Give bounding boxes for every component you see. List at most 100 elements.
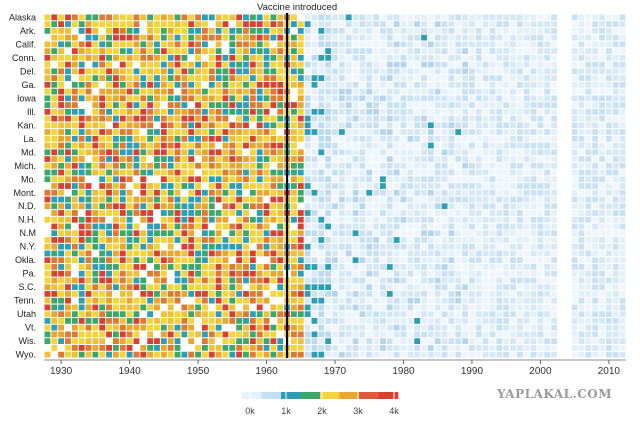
heatmap-cell — [578, 291, 585, 297]
heatmap-cell — [51, 122, 58, 129]
heatmap-cell — [544, 48, 551, 54]
heatmap-cell — [44, 129, 51, 135]
heatmap-cell — [270, 142, 277, 149]
heatmap-cell — [345, 176, 352, 183]
heatmap-cell — [195, 41, 201, 48]
heatmap-cell — [434, 210, 441, 216]
heatmap-cell — [154, 189, 160, 196]
heatmap-cell — [99, 169, 106, 176]
heatmap-cell — [530, 243, 537, 250]
heatmap-cell — [585, 210, 592, 216]
heatmap-cell — [496, 284, 503, 291]
heatmap-cell — [133, 311, 140, 318]
heatmap-cell — [332, 277, 338, 284]
heatmap-cell — [366, 230, 373, 237]
heatmap-cell — [530, 129, 537, 135]
heatmap-cell — [475, 54, 482, 61]
heatmap-cell — [530, 277, 537, 284]
heatmap-cell — [475, 237, 482, 243]
heatmap-cell — [571, 297, 578, 304]
heatmap-cell — [537, 41, 544, 48]
heatmap-cell — [71, 324, 78, 331]
heatmap-cell — [304, 304, 311, 311]
heatmap-cell — [222, 95, 229, 102]
heatmap-cell — [229, 297, 236, 304]
heatmap-cell — [44, 102, 51, 108]
heatmap-cell — [427, 34, 434, 41]
heatmap-cell — [414, 162, 421, 169]
heatmap-cell — [578, 149, 585, 156]
heatmap-cell — [482, 304, 489, 311]
heatmap-cell — [71, 102, 78, 108]
heatmap-cell — [92, 311, 99, 318]
heatmap-cell — [523, 169, 530, 176]
heatmap-cell — [99, 264, 106, 270]
heatmap-cell — [140, 203, 147, 210]
heatmap-cell — [215, 54, 222, 61]
heatmap-cell — [489, 61, 496, 68]
heatmap-cell — [380, 257, 386, 264]
heatmap-cell — [140, 41, 147, 48]
heatmap-cell — [366, 122, 373, 129]
heatmap-cell — [599, 223, 605, 230]
heatmap-cell — [537, 21, 544, 27]
heatmap-cell — [44, 68, 51, 75]
heatmap-cell — [126, 115, 133, 122]
heatmap-cell — [112, 41, 119, 48]
heatmap-cell — [188, 189, 195, 196]
heatmap-cell — [119, 196, 126, 203]
heatmap-cell — [612, 14, 619, 21]
heatmap-cell — [386, 223, 393, 230]
heatmap-cell — [366, 183, 373, 189]
heatmap-cell — [44, 115, 51, 122]
heatmap-cell — [263, 324, 270, 331]
heatmap-cell — [85, 230, 92, 237]
heatmap-cell — [571, 149, 578, 156]
heatmap-cell — [106, 230, 112, 237]
heatmap-cell — [174, 21, 181, 27]
state-label: Okla. — [15, 255, 36, 265]
heatmap-cell — [174, 156, 181, 162]
heatmap-cell — [318, 183, 325, 189]
heatmap-cell — [201, 156, 208, 162]
heatmap-cell — [99, 196, 106, 203]
heatmap-cell — [256, 237, 263, 243]
heatmap-cell — [585, 108, 592, 115]
heatmap-cell — [462, 216, 469, 223]
heatmap-cell — [359, 41, 366, 48]
heatmap-cell — [400, 135, 407, 142]
heatmap-cell — [475, 149, 482, 156]
heatmap-cell — [482, 115, 489, 122]
heatmap-cell — [85, 311, 92, 318]
heatmap-cell — [263, 75, 270, 81]
heatmap-cell — [338, 311, 345, 318]
heatmap-cell — [448, 230, 455, 237]
heatmap-cell — [407, 54, 414, 61]
heatmap-cell — [256, 324, 263, 331]
heatmap-cell — [71, 75, 78, 81]
heatmap-cell — [167, 216, 174, 223]
heatmap-cell — [65, 264, 71, 270]
heatmap-cell — [188, 304, 195, 311]
heatmap-cell — [414, 264, 421, 270]
heatmap-cell — [551, 345, 558, 351]
heatmap-cell — [359, 345, 366, 351]
heatmap-cell — [270, 81, 277, 88]
heatmap-cell — [208, 54, 215, 61]
heatmap-cell — [270, 311, 277, 318]
heatmap-cell — [85, 142, 92, 149]
heatmap-cell — [469, 61, 475, 68]
heatmap-cell — [619, 41, 626, 48]
heatmap-cell — [605, 54, 612, 61]
heatmap-cell — [558, 142, 564, 149]
heatmap-cell — [441, 27, 448, 34]
heatmap-cell — [112, 183, 119, 189]
heatmap-cell — [510, 129, 516, 135]
heatmap-cell — [393, 129, 400, 135]
heatmap-cell — [366, 68, 373, 75]
heatmap-cell — [126, 21, 133, 27]
heatmap-cell — [256, 183, 263, 189]
heatmap-cell — [277, 169, 284, 176]
heatmap-cell — [126, 331, 133, 338]
heatmap-cell — [51, 115, 58, 122]
